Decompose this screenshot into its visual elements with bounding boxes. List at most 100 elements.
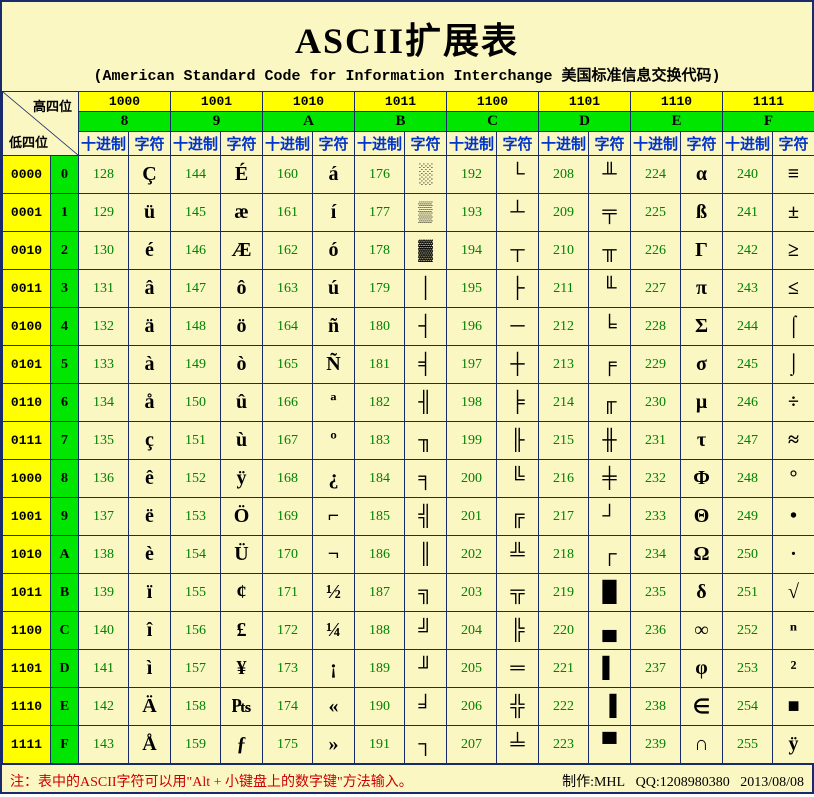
dec-cell: 215 [539, 422, 589, 460]
chr-cell: Ä [129, 688, 171, 726]
dec-cell: 188 [355, 612, 405, 650]
dec-cell: 154 [171, 536, 221, 574]
footer-note: 注：表中的ASCII字符可以用"Alt + 小键盘上的数字键"方法输入。 [10, 775, 413, 790]
chr-cell: Γ [681, 232, 723, 270]
dec-cell: 162 [263, 232, 313, 270]
dec-cell: 189 [355, 650, 405, 688]
col-chr-header: 字符 [681, 132, 723, 156]
col-hex: B [355, 112, 447, 132]
dec-cell: 220 [539, 612, 589, 650]
dec-cell: 153 [171, 498, 221, 536]
row-hex: 6 [51, 384, 79, 422]
row-bin: 1101 [3, 650, 51, 688]
chr-cell: ┬ [497, 232, 539, 270]
col-chr-header: 字符 [221, 132, 263, 156]
chr-cell: æ [221, 194, 263, 232]
dec-cell: 149 [171, 346, 221, 384]
chr-cell: ñ [313, 308, 355, 346]
chr-cell: ¼ [313, 612, 355, 650]
dec-cell: 208 [539, 156, 589, 194]
chr-cell: É [221, 156, 263, 194]
chr-cell: • [773, 498, 814, 536]
chr-cell: φ [681, 650, 723, 688]
chr-cell: ╠ [497, 612, 539, 650]
col-bin: 1100 [447, 92, 539, 112]
chr-cell: ╛ [405, 688, 447, 726]
table-row: 1100C140î156£172¼188╝204╠220▄236∞252ⁿ [3, 612, 814, 650]
dec-cell: 172 [263, 612, 313, 650]
chr-cell: ╣ [405, 498, 447, 536]
dec-cell: 202 [447, 536, 497, 574]
row-hex: D [51, 650, 79, 688]
chr-cell: █ [589, 574, 631, 612]
dec-cell: 129 [79, 194, 129, 232]
chr-cell: è [129, 536, 171, 574]
dec-cell: 244 [723, 308, 773, 346]
table-row: 01015133à149ò165Ñ181╡197┼213╒229σ245⌡ [3, 346, 814, 384]
chr-cell: ß [681, 194, 723, 232]
dec-cell: 203 [447, 574, 497, 612]
dec-cell: 233 [631, 498, 681, 536]
col-chr-header: 字符 [497, 132, 539, 156]
dec-cell: 179 [355, 270, 405, 308]
dec-cell: 210 [539, 232, 589, 270]
dec-cell: 192 [447, 156, 497, 194]
corner-cell: 高四位低四位 [3, 92, 79, 156]
chr-cell: ë [129, 498, 171, 536]
chr-cell: ╖ [405, 422, 447, 460]
dec-cell: 167 [263, 422, 313, 460]
chr-cell: ⌐ [313, 498, 355, 536]
dec-cell: 196 [447, 308, 497, 346]
chr-cell: ┘ [589, 498, 631, 536]
dec-cell: 166 [263, 384, 313, 422]
chr-cell: ì [129, 650, 171, 688]
chr-cell: ≥ [773, 232, 814, 270]
chr-cell: í [313, 194, 355, 232]
col-bin: 1000 [79, 92, 171, 112]
chr-cell: ╬ [497, 688, 539, 726]
row-bin: 1110 [3, 688, 51, 726]
dec-cell: 170 [263, 536, 313, 574]
row-hex: 2 [51, 232, 79, 270]
chr-cell: ╤ [589, 194, 631, 232]
row-hex: 3 [51, 270, 79, 308]
dec-cell: 155 [171, 574, 221, 612]
dec-cell: 147 [171, 270, 221, 308]
dec-cell: 199 [447, 422, 497, 460]
dec-cell: 209 [539, 194, 589, 232]
chr-cell: ║ [405, 536, 447, 574]
chr-cell: ö [221, 308, 263, 346]
dec-cell: 171 [263, 574, 313, 612]
dec-cell: 240 [723, 156, 773, 194]
chr-cell: α [681, 156, 723, 194]
chr-cell: ∞ [681, 612, 723, 650]
dec-cell: 232 [631, 460, 681, 498]
dec-cell: 159 [171, 726, 221, 764]
dec-cell: 249 [723, 498, 773, 536]
row-hex: 7 [51, 422, 79, 460]
chr-cell: ═ [497, 650, 539, 688]
chr-cell: ¢ [221, 574, 263, 612]
row-hex: 8 [51, 460, 79, 498]
chr-cell: £ [221, 612, 263, 650]
table-row: 10019137ë153Ö169⌐185╣201╔217┘233Θ249• [3, 498, 814, 536]
dec-cell: 128 [79, 156, 129, 194]
col-chr-header: 字符 [589, 132, 631, 156]
dec-cell: 163 [263, 270, 313, 308]
dec-cell: 211 [539, 270, 589, 308]
chr-cell: û [221, 384, 263, 422]
dec-cell: 156 [171, 612, 221, 650]
chr-cell: ò [221, 346, 263, 384]
chr-cell: Ö [221, 498, 263, 536]
dec-cell: 174 [263, 688, 313, 726]
dec-cell: 157 [171, 650, 221, 688]
dec-cell: 150 [171, 384, 221, 422]
chr-cell: ╨ [589, 156, 631, 194]
table-row: 1010A138è154Ü170¬186║202╩218┌234Ω250· [3, 536, 814, 574]
dec-cell: 227 [631, 270, 681, 308]
chr-cell: ∩ [681, 726, 723, 764]
chr-cell: ▓ [405, 232, 447, 270]
chr-cell: ° [773, 460, 814, 498]
col-chr-header: 字符 [405, 132, 447, 156]
dec-cell: 245 [723, 346, 773, 384]
